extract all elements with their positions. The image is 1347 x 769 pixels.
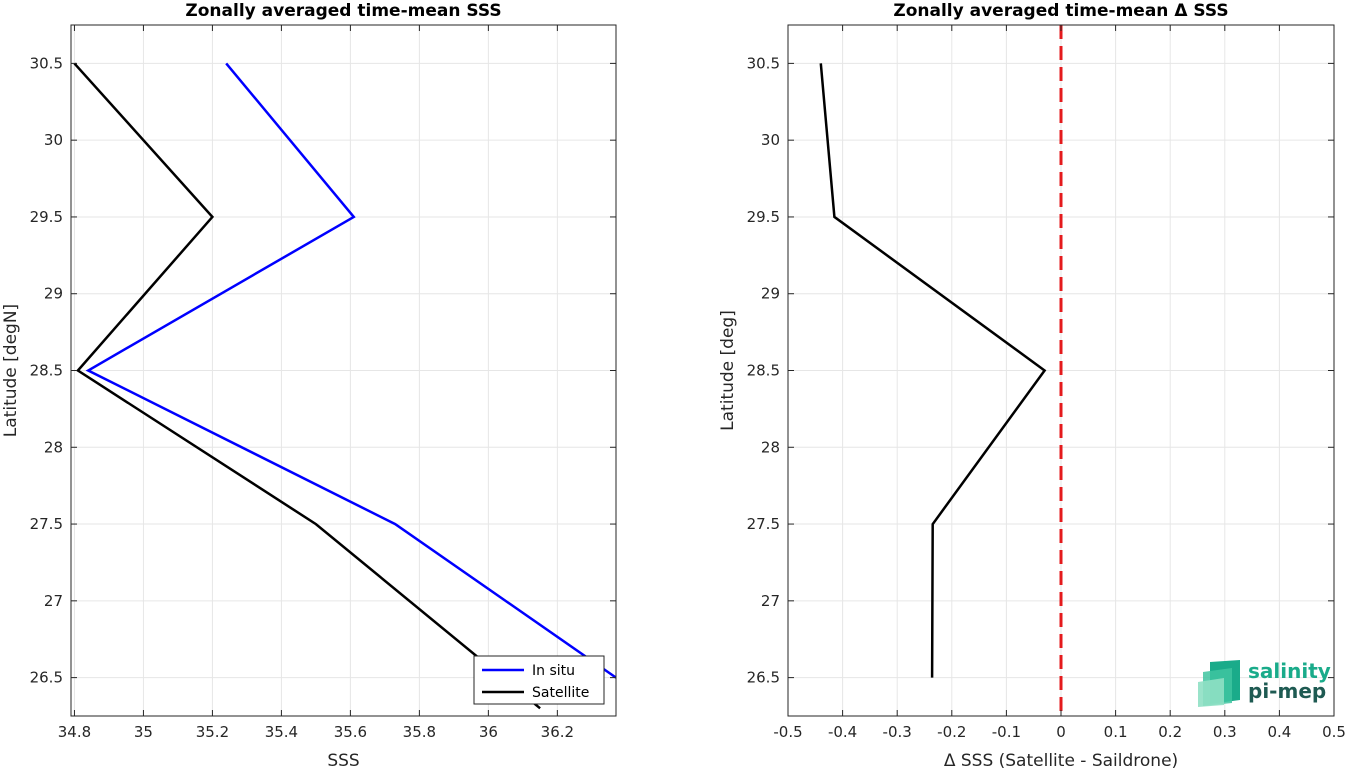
x-tick-label: 0.2 bbox=[1158, 723, 1182, 741]
y-axis-label: Latitude [deg] bbox=[718, 310, 738, 431]
x-tick-label: -0.2 bbox=[937, 723, 966, 741]
y-tick-label: 27.5 bbox=[747, 515, 780, 533]
x-tick-label: -0.5 bbox=[773, 723, 802, 741]
y-tick-label: 29.5 bbox=[30, 208, 63, 226]
x-tick-label: 35 bbox=[134, 723, 153, 741]
x-tick-label: 0 bbox=[1056, 723, 1066, 741]
legend-box bbox=[473, 655, 605, 705]
legend-label-satellite: Satellite bbox=[532, 685, 589, 701]
x-axis-label: SSS bbox=[327, 751, 359, 769]
y-tick-label: 28.5 bbox=[747, 362, 780, 380]
logo-line2: pi-mep bbox=[1248, 679, 1326, 703]
y-tick-label: 26.5 bbox=[747, 669, 780, 687]
chart-sss: 34.8 35 35.2 35.4 35.6 35.8 36 36.2 26.5 27 27.5 28… bbox=[1, 1, 617, 769]
x-tick-label: 35.2 bbox=[196, 723, 229, 741]
logo-shape-front bbox=[1198, 678, 1224, 707]
y-axis-label: Latitude [degN] bbox=[1, 304, 21, 437]
x-tick-label: 0.3 bbox=[1213, 723, 1237, 741]
y-tick-label: 30.5 bbox=[747, 54, 780, 72]
x-tick-label: 36.2 bbox=[541, 723, 574, 741]
y-tick-label: 30 bbox=[761, 131, 780, 149]
y-tick-label: 28.5 bbox=[30, 362, 63, 380]
y-tick-label: 29.5 bbox=[747, 208, 780, 226]
x-tick-label: 35.4 bbox=[265, 723, 298, 741]
x-tick-label: -0.3 bbox=[883, 723, 912, 741]
x-tick-label: 34.8 bbox=[58, 723, 91, 741]
chart-title: Zonally averaged time-mean Δ SSS bbox=[893, 1, 1228, 21]
y-tick-label: 29 bbox=[761, 285, 780, 303]
x-tick-label: 0.5 bbox=[1322, 723, 1346, 741]
y-tick-label: 27 bbox=[761, 592, 780, 610]
series-line-in-situ bbox=[85, 62, 616, 679]
y-tick-label: 27.5 bbox=[30, 515, 63, 533]
y-tick-label: 28 bbox=[761, 438, 780, 456]
x-tick-label: 0.1 bbox=[1104, 723, 1128, 741]
x-tick-label: 35.8 bbox=[403, 723, 436, 741]
y-tick-label: 30 bbox=[44, 131, 63, 149]
y-tick-label: 28 bbox=[44, 438, 63, 456]
legend-label-in-situ: In situ bbox=[532, 663, 575, 679]
series-line-delta bbox=[819, 63, 1047, 678]
logo-line1: salinity bbox=[1248, 659, 1331, 683]
x-tick-label: 36 bbox=[479, 723, 498, 741]
x-tick-label: 35.6 bbox=[334, 723, 367, 741]
y-tick-label: 29 bbox=[44, 285, 63, 303]
x-tick-label: 0.4 bbox=[1267, 723, 1291, 741]
chart-delta-sss: -0.5 -0.4 -0.3 -0.2 -0.1 0 0.1 0.2 0.3 0.4 0.5 26.5… bbox=[718, 1, 1346, 769]
y-tick-label: 26.5 bbox=[30, 669, 63, 687]
x-tick-label: -0.4 bbox=[828, 723, 857, 741]
series-line-satellite bbox=[73, 62, 541, 710]
chart-title: Zonally averaged time-mean SSS bbox=[185, 1, 501, 21]
y-tick-label: 27 bbox=[44, 592, 63, 610]
y-tick-label: 30.5 bbox=[30, 54, 63, 72]
salinity-pi-mep-logo: salinity pi-mep bbox=[1198, 659, 1331, 707]
x-axis-label: Δ SSS (Satellite - Saildrone) bbox=[944, 751, 1178, 769]
x-tick-label: -0.1 bbox=[992, 723, 1021, 741]
